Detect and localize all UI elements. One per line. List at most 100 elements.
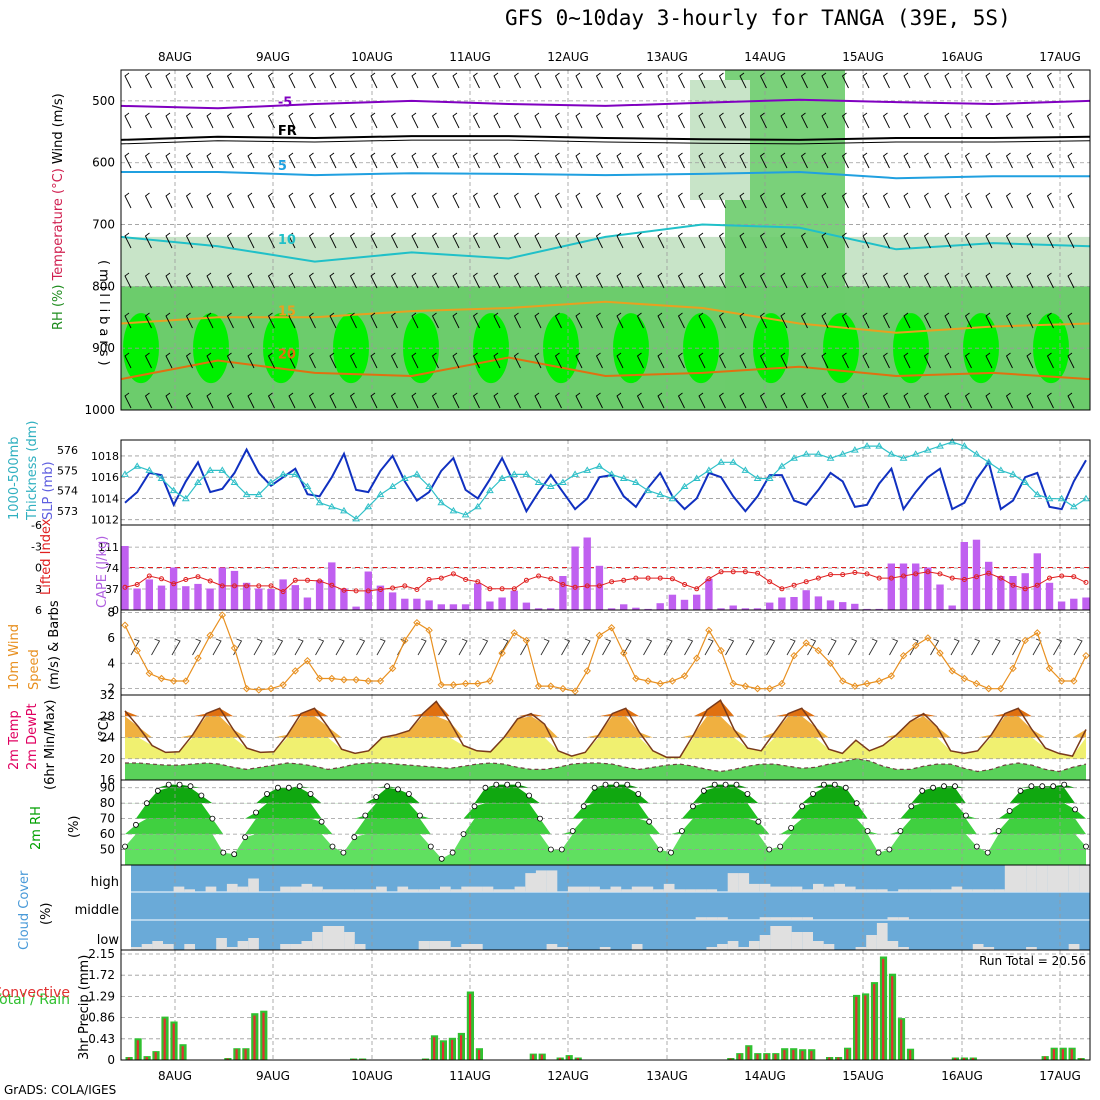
cloud-low-bar [738,947,750,950]
upper-wind-barb [985,272,993,289]
upper-wind-barb [1067,112,1075,129]
precip-convective-bar [451,1039,454,1060]
upper-wind-barb [923,152,931,169]
thickness-point [413,470,421,477]
upper-wind-barb [595,232,603,249]
panel-label-part: RH (%) [51,280,66,330]
cloud-high-bar [184,889,195,892]
upper-wind-barb [595,72,603,89]
cape-bar [559,576,567,610]
cape-bar [1009,576,1017,610]
upper-wind-barb [575,272,583,289]
cloud-middle-bar [887,917,899,920]
chart-title: GFS 0~10day 3-hourly for TANGA (39E, 5S) [505,6,1011,30]
thickness-point [753,474,762,481]
upper-wind-barb [411,272,419,289]
wind-speed-point [778,679,786,688]
slp-tick-label: 1016 [91,471,119,484]
wind-speed-point [425,626,433,635]
rh-point [799,803,805,810]
li-point [548,576,554,582]
li-point [901,573,906,579]
li-point [913,571,919,577]
upper-wind-barb [513,312,521,329]
li-tick-label: 0 [35,562,42,575]
precip-convective-bar [909,1050,912,1060]
wind-speed-point [328,674,336,683]
cape-bar [887,563,895,610]
li-tick-label: 3 [35,583,42,596]
rh-point [788,825,794,831]
precip-convective-bar [971,1058,975,1060]
li-point [852,570,858,575]
rh-band-fill [125,787,1086,804]
cloud-high-bar [962,889,973,892]
upper-wind-barb [636,72,644,89]
surface-wind-barb [151,638,161,656]
thickness-point [790,454,798,461]
upper-wind-barb [329,232,337,249]
cloud-high-bar [781,886,792,892]
top-date-label: 14AUG [744,50,786,64]
li-point [998,575,1004,581]
temp-panel-label: (°C) [97,716,112,742]
wind-speed-point [948,667,956,675]
cape-bar [1045,582,1054,610]
upper-wind-barb [288,112,296,129]
upper-wind-barb [267,312,275,329]
precip-convective-bar [954,1058,957,1060]
upper-wind-barb [452,312,460,329]
upper-wind-barb [1046,392,1054,409]
surface-wind-barb [643,638,653,656]
cloud-high-bar [951,886,963,892]
li-point [779,586,785,592]
upper-wind-barb [554,312,562,329]
upper-wind-barb [944,192,952,209]
precip-frame [120,949,1091,1061]
li-point [134,582,140,587]
thickness-point [948,438,957,445]
surface-wind-barb [663,638,673,656]
temperature-contour [120,223,1091,263]
cape-bar [912,563,920,610]
wind-speed-point [291,667,300,675]
upper-air-panel-label: RH (%) Temperature (°C) Wind (m/s) [51,93,66,330]
li-point [378,587,383,592]
surface-wind-barb [930,638,940,656]
rh-band-fill [125,803,1086,819]
wind-speed-point [279,681,287,689]
li-point [815,575,821,581]
upper-wind-barb [739,392,747,409]
rh-blob-90 [683,313,719,384]
thickness-point [1009,470,1017,477]
cloud-high-bar [749,883,760,892]
li-tick-label: -6 [31,519,42,532]
cloud-high-bar [610,886,622,892]
upper-wind-barb [923,192,931,209]
rh-point [449,849,456,856]
cloud-high-bar [599,889,611,892]
upper-wind-barb [821,152,829,169]
temp-tick-label: 16 [100,773,115,787]
cape-bar [1021,573,1029,610]
upper-wind-barb [882,232,890,249]
upper-wind-barb [144,312,152,329]
temperature-contour-label: -5 [278,95,292,110]
cape-bar [839,602,847,610]
upper-wind-barb [677,72,685,89]
temperature-contour [120,300,1091,334]
cloud-high-bar [578,886,590,892]
upper-wind-barb [903,112,911,129]
cloud-level-label: low [97,933,120,948]
temperature-contour [120,98,1091,110]
cape-bar [352,606,360,610]
cloud-high-bar [546,870,558,892]
cloud-high-bar [280,886,291,892]
li-point [1047,575,1052,581]
cape-bar [583,537,591,610]
li-point [438,575,444,581]
surface-wind-barb [458,638,468,656]
upper-wind-barb [267,192,275,209]
upper-wind-barb [247,152,255,169]
upper-wind-barb [534,392,542,409]
